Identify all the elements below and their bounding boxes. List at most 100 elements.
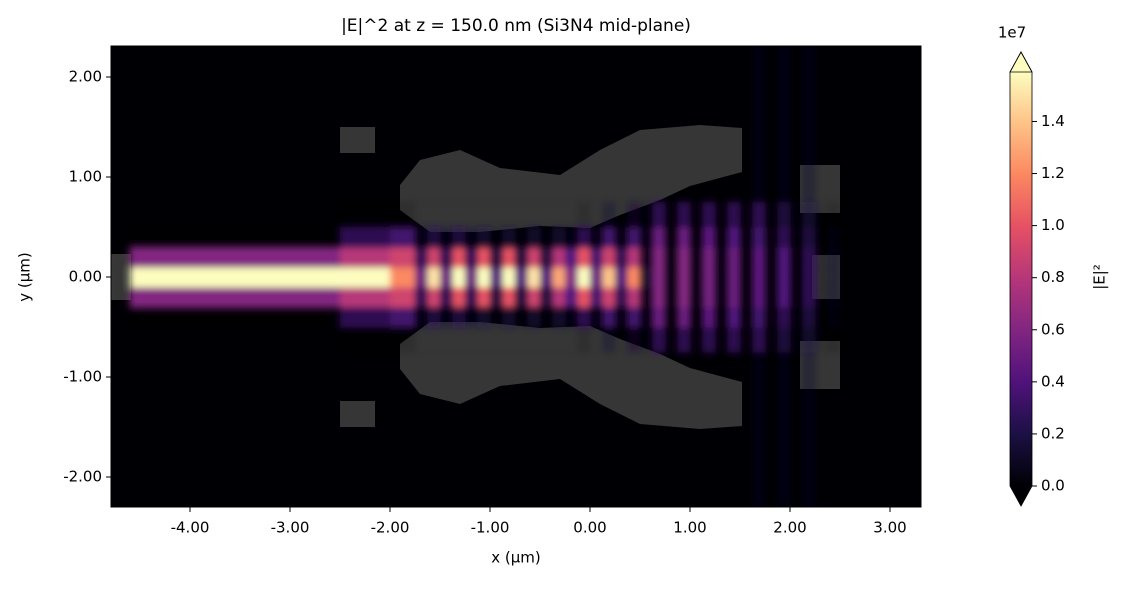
heatmap-cell xyxy=(565,202,578,228)
x-tick-label: 3.00 xyxy=(873,519,906,537)
heatmap-cell xyxy=(602,307,616,328)
heatmap-cell xyxy=(827,352,841,507)
heatmap-cell xyxy=(111,46,131,203)
heatmap-cell xyxy=(490,247,503,268)
heatmap-cell xyxy=(415,227,428,248)
heatmap-cell xyxy=(502,202,516,228)
heatmap-cell xyxy=(111,202,131,228)
heatmap-cell xyxy=(552,327,566,353)
heatmap-cell xyxy=(665,267,678,288)
heatmap-cell xyxy=(840,267,921,288)
heatmap-cell xyxy=(527,307,541,328)
heatmap-cell xyxy=(130,202,341,228)
axes: -4.00 -3.00 -2.00 -1.00 0.00 1.00 2.00 3.00 -2.0… xyxy=(63,68,907,537)
heatmap-cell xyxy=(415,307,428,328)
heatmap-cell xyxy=(790,46,803,203)
heatmap-cell xyxy=(390,267,416,288)
heatmap-cell xyxy=(477,227,491,248)
heatmap-cell xyxy=(565,227,578,248)
heatmap-cell xyxy=(552,247,566,268)
heatmap-cell xyxy=(627,247,641,268)
heatmap-cell xyxy=(502,267,516,288)
heatmap-cell xyxy=(740,46,753,203)
heatmap-cell xyxy=(577,327,591,353)
heatmap-cell xyxy=(130,46,341,203)
colorbar: 1e7 |E|² 0.0 0.2 0.4 0.6 0.8 1.0 1.2 1.4 xyxy=(998,24,1109,507)
y-tick-label: 0.00 xyxy=(69,268,102,286)
heatmap-cell xyxy=(440,327,453,353)
heatmap-cell xyxy=(490,352,503,507)
heatmap-cell xyxy=(727,287,741,308)
heatmap-cell xyxy=(640,227,653,248)
heatmap-cell xyxy=(427,247,441,268)
heatmap-cell xyxy=(627,227,641,248)
heatmap-cell xyxy=(690,247,703,268)
heatmap-cell xyxy=(690,307,703,328)
heatmap-cell xyxy=(477,267,491,288)
heatmap-cell xyxy=(130,352,341,507)
heatmap-cell xyxy=(615,46,628,203)
heatmap-cell xyxy=(452,327,466,353)
heatmap-cell xyxy=(727,352,741,507)
heatmap-cell xyxy=(677,352,691,507)
heatmap-cell xyxy=(652,327,666,353)
heatmap-cell xyxy=(340,307,391,328)
heatmap-cell xyxy=(577,46,591,203)
heatmap-cell xyxy=(702,352,716,507)
x-tick-label: 1.00 xyxy=(673,519,706,537)
y-axis-label: y (µm) xyxy=(16,252,34,302)
colorbar-gradient xyxy=(1010,72,1032,486)
heatmap-cell xyxy=(815,267,828,288)
heatmap-cell xyxy=(490,227,503,248)
heatmap-cell xyxy=(477,327,491,353)
heatmap-cell xyxy=(840,227,921,248)
heatmap-cell xyxy=(490,267,503,288)
heatmap-cell xyxy=(802,267,816,288)
heatmap-cell xyxy=(715,287,728,308)
y-tick-label: -2.00 xyxy=(63,468,102,486)
heatmap-cell xyxy=(490,327,503,353)
heatmap-cell xyxy=(477,46,491,203)
heatmap-cell xyxy=(815,327,828,353)
heatmap-cell xyxy=(615,287,628,308)
heatmap-cell xyxy=(777,227,791,248)
heatmap-cell xyxy=(427,287,441,308)
heatmap-cell xyxy=(590,202,603,228)
heatmap-cell xyxy=(715,307,728,328)
heatmap-cell xyxy=(111,247,131,268)
heatmap-cell xyxy=(515,267,528,288)
heatmap-cell xyxy=(827,327,841,353)
colorbar-extend-bottom xyxy=(1010,486,1032,506)
heatmap-cell xyxy=(540,327,553,353)
heatmap-cell xyxy=(615,307,628,328)
heatmap-cell xyxy=(465,46,478,203)
heatmap-cell xyxy=(702,46,716,203)
heatmap-cell xyxy=(677,247,691,268)
heatmap-cell xyxy=(565,327,578,353)
heatmap-cell xyxy=(390,46,416,203)
heatmap-cell xyxy=(577,247,591,268)
heatmap-cell xyxy=(827,287,841,308)
heatmap-cell xyxy=(552,46,566,203)
x-tick-label: -1.00 xyxy=(471,519,510,537)
chart-title: |E|^2 at z = 150.0 nm (Si3N4 mid-plane) xyxy=(341,16,691,36)
heatmap-cell xyxy=(552,287,566,308)
heatmap-cell xyxy=(790,267,803,288)
heatmap-cell xyxy=(665,227,678,248)
heatmap-cell xyxy=(452,267,466,288)
heatmap-cell xyxy=(477,287,491,308)
heatmap-cell xyxy=(415,247,428,268)
heatmap-cell xyxy=(490,307,503,328)
heatmap-cell xyxy=(640,247,653,268)
heatmap-cell xyxy=(577,202,591,228)
colorbar-tick-label: 0.6 xyxy=(1041,320,1065,338)
heatmap-cell xyxy=(602,202,616,228)
heatmap-cell xyxy=(340,202,391,228)
heatmap-cell xyxy=(752,202,766,228)
heatmap-cell xyxy=(690,287,703,308)
heatmap-cell xyxy=(715,327,728,353)
heatmap-cell xyxy=(702,227,716,248)
heatmap-cell xyxy=(740,352,753,507)
heatmap-cell xyxy=(565,247,578,268)
heatmap-cell xyxy=(490,46,503,203)
